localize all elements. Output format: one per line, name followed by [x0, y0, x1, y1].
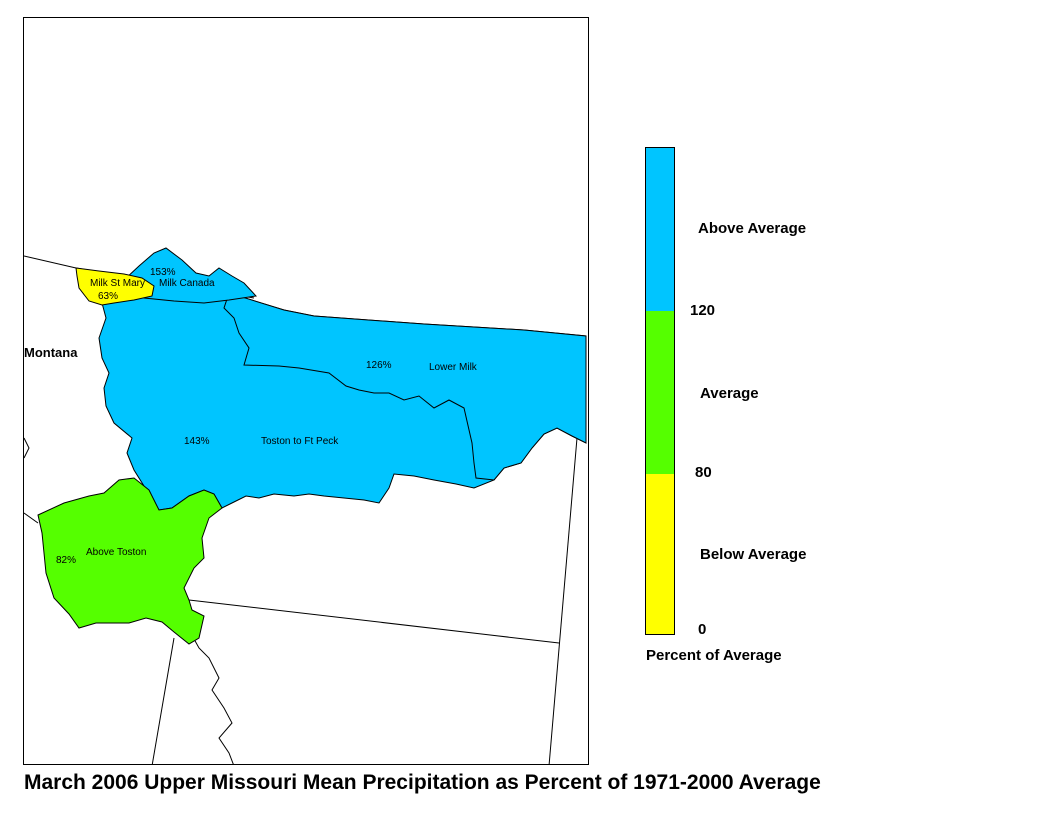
- legend-title: Percent of Average: [646, 647, 782, 664]
- label-above-toston-percent: 82%: [56, 555, 76, 566]
- basin-above-toston: [37, 477, 223, 645]
- label-milk-st-mary: Milk St Mary: [90, 278, 145, 289]
- legend-swatch-above-average: [646, 148, 674, 312]
- label-above-toston: Above Toston: [86, 547, 146, 558]
- border-idaho-divide: [188, 629, 234, 764]
- basin-lower-milk: [223, 292, 587, 481]
- map-title: March 2006 Upper Missouri Mean Precipita…: [24, 771, 821, 794]
- label-milk-st-mary-percent: 63%: [98, 291, 118, 302]
- legend-swatch-average: [646, 311, 674, 475]
- basin-milk-canada: [123, 247, 258, 304]
- label-lower-milk-percent: 126%: [366, 360, 392, 371]
- border-montana-south: [188, 599, 560, 644]
- legend-swatch-below-average: [646, 474, 674, 634]
- border-ndakota-east: [548, 437, 578, 764]
- legend-break-120: 120: [690, 302, 716, 319]
- legend-label-average: Average: [700, 385, 759, 402]
- map-frame: Milk St Mary 63% Milk Canada 153% Lower …: [23, 17, 589, 765]
- label-state-montana: Montana: [24, 345, 78, 360]
- label-lower-milk: Lower Milk: [429, 362, 478, 373]
- label-toston-to-ft-peck-percent: 143%: [184, 436, 210, 447]
- border-montana-west-lower: [24, 512, 39, 524]
- basin-map: Milk St Mary 63% Milk Canada 153% Lower …: [24, 247, 587, 764]
- legend-break-0: 0: [698, 621, 707, 638]
- label-milk-canada: Milk Canada: [159, 278, 215, 289]
- legend-label-above-average: Above Average: [698, 220, 807, 237]
- basin-milk-st-mary: [75, 267, 155, 306]
- legend-label-below-average: Below Average: [700, 546, 807, 563]
- legend-break-80: 80: [695, 464, 712, 481]
- legend-color-bar: [645, 147, 675, 635]
- label-toston-to-ft-peck: Toston to Ft Peck: [261, 436, 339, 447]
- border-montana-west: [24, 437, 30, 459]
- border-wyoming-west: [151, 637, 175, 764]
- label-milk-canada-percent: 153%: [150, 267, 176, 278]
